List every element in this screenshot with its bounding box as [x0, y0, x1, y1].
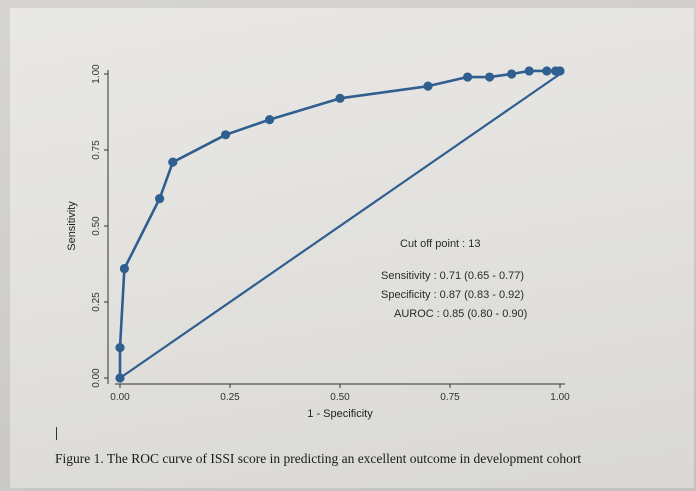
- y-tick-label-2: 0.50: [91, 216, 102, 236]
- roc-point: [265, 115, 275, 125]
- reference-diagonal-line: [119, 73, 561, 379]
- y-axis-title: Sensitivity: [66, 201, 78, 251]
- roc-point: [463, 72, 473, 82]
- roc-point: [423, 81, 433, 91]
- roc-point: [485, 72, 495, 82]
- x-tick-label-3: 0.75: [440, 392, 460, 403]
- annotation-auroc: AUROC : 0.85 (0.80 - 0.90): [394, 308, 527, 320]
- x-tick-label-1: 0.25: [220, 392, 240, 403]
- x-tick-label-4: 1.00: [550, 392, 570, 403]
- x-axis-title: 1 - Specificity: [307, 408, 373, 420]
- x-tick-label-2: 0.50: [330, 392, 350, 403]
- annotation-sensitivity: Sensitivity : 0.71 (0.65 - 0.77): [381, 270, 524, 282]
- roc-curve-points: [115, 66, 565, 383]
- y-tick-label-1: 0.25: [91, 292, 102, 312]
- roc-point: [119, 263, 129, 274]
- roc-point: [542, 66, 552, 76]
- y-tick-label-0: 0.00: [91, 368, 102, 388]
- margin-mark: [56, 427, 57, 440]
- roc-point: [335, 93, 345, 103]
- annotation-cutoff: Cut off point : 13: [400, 238, 481, 250]
- roc-point: [524, 66, 534, 76]
- figure-caption: Figure 1. The ROC curve of ISSI score in…: [55, 451, 582, 466]
- roc-point: [555, 66, 565, 76]
- annotation-specificity: Specificity : 0.87 (0.83 - 0.92): [381, 289, 524, 301]
- y-tick-label-4: 1.00: [91, 64, 102, 84]
- roc-point: [168, 157, 178, 167]
- roc-point: [155, 194, 165, 204]
- x-tick-label-0: 0.00: [110, 392, 130, 403]
- roc-point: [221, 130, 231, 140]
- roc-point: [507, 69, 517, 79]
- y-tick-label-3: 0.75: [91, 140, 102, 160]
- roc-point: [115, 343, 125, 353]
- paper-page: [10, 8, 694, 488]
- roc-point: [115, 373, 125, 383]
- roc-curve-line: [118, 69, 560, 378]
- axis-ticks: [104, 73, 561, 388]
